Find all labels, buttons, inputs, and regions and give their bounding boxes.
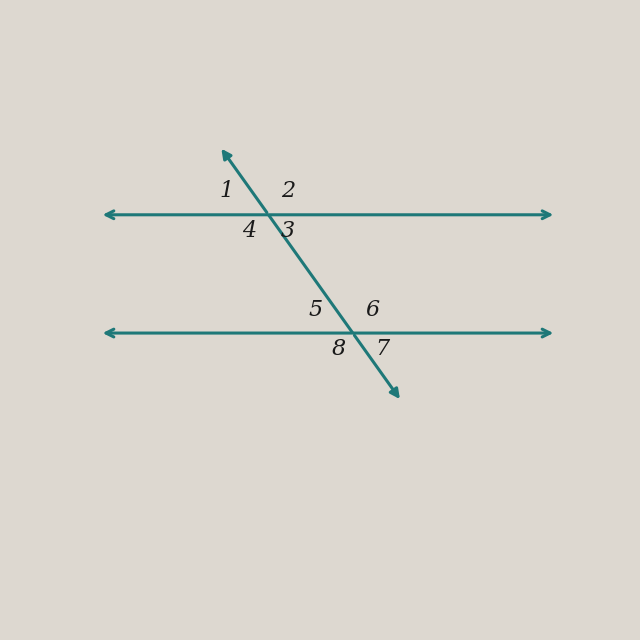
Text: 3: 3: [281, 220, 295, 242]
Text: 2: 2: [281, 180, 295, 202]
Text: 8: 8: [332, 338, 346, 360]
Text: 6: 6: [365, 299, 380, 321]
Text: 4: 4: [242, 220, 256, 242]
Text: 7: 7: [375, 338, 389, 360]
Text: 5: 5: [309, 299, 323, 321]
Text: 1: 1: [220, 180, 234, 202]
